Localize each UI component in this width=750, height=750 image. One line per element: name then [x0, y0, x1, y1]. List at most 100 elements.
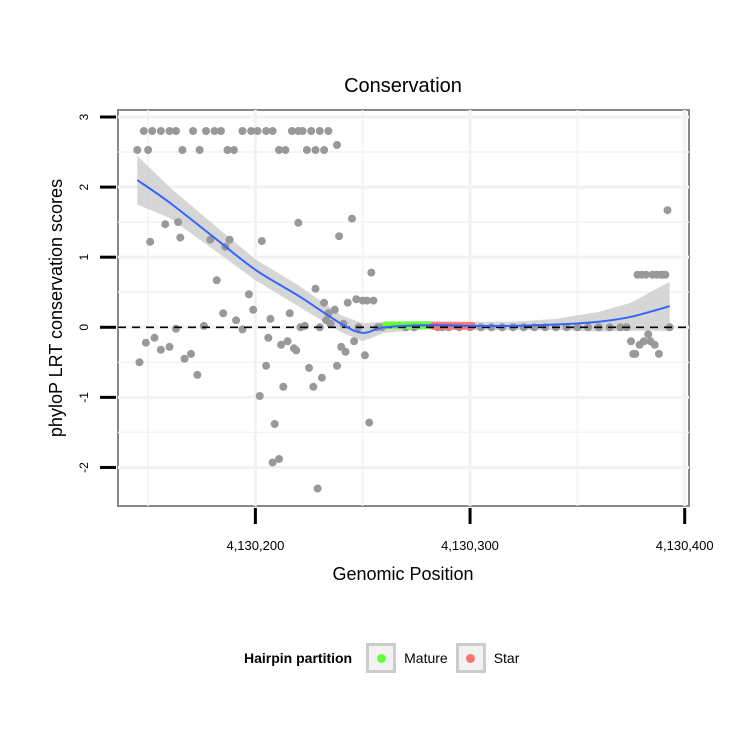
- data-point-unclassified: [144, 146, 153, 154]
- data-point-unclassified: [281, 146, 290, 154]
- data-point-unclassified: [212, 276, 221, 285]
- data-point-unclassified: [315, 127, 324, 135]
- data-point-unclassified: [249, 305, 258, 314]
- data-point-unclassified: [193, 370, 202, 379]
- data-point-unclassified: [348, 214, 356, 223]
- data-point-unclassified: [360, 351, 369, 360]
- axes: -2 -1 0 1 2 3 4,130,200 4,130,300 4,130,400: [77, 113, 714, 553]
- data-point-unclassified: [150, 333, 159, 342]
- data-point-unclassified: [627, 337, 635, 346]
- data-point-unclassified: [324, 127, 333, 135]
- data-point-unclassified: [320, 298, 329, 307]
- data-point-unclassified: [262, 361, 271, 370]
- legend: Hairpin partition Mature Star: [244, 640, 527, 676]
- data-point-unclassified: [232, 316, 241, 325]
- data-point-unclassified: [300, 321, 309, 330]
- data-point-unclassified: [156, 345, 165, 354]
- data-point-unclassified: [654, 349, 663, 358]
- data-point-unclassified: [320, 146, 329, 154]
- data-point-unclassified: [363, 296, 371, 305]
- legend-key-mature: [366, 643, 397, 673]
- data-point-unclassified: [277, 340, 286, 349]
- data-point-unclassified: [302, 146, 311, 154]
- smooth-ribbon-layer: [137, 155, 670, 342]
- data-point-unclassified: [367, 268, 376, 277]
- data-point-unclassified: [172, 324, 180, 333]
- data-point-unclassified: [326, 319, 335, 328]
- data-point-unclassified: [174, 218, 183, 227]
- data-point-unclassified: [330, 305, 339, 314]
- y-tick-label: -2: [77, 462, 91, 473]
- data-point-unclassified: [219, 309, 228, 318]
- data-point-unclassified: [309, 382, 318, 391]
- data-point-unclassified: [268, 458, 277, 467]
- data-point-unclassified: [187, 349, 195, 358]
- data-point-unclassified: [148, 127, 157, 135]
- smooth-line-layer: [118, 179, 689, 334]
- data-point-unclassified: [311, 146, 320, 154]
- data-point-unclassified: [135, 358, 144, 367]
- data-point-unclassified: [650, 340, 659, 349]
- x-tick-label: 4,130,300: [441, 538, 499, 553]
- data-point-unclassified: [257, 237, 266, 246]
- data-point-unclassified: [178, 146, 187, 154]
- x-axis-label: Genomic Position: [332, 564, 473, 584]
- data-point-unclassified: [199, 321, 208, 330]
- data-point-unclassified: [176, 233, 185, 242]
- data-point-unclassified: [341, 347, 350, 356]
- data-point-unclassified: [298, 127, 307, 135]
- data-point-unclassified: [275, 455, 283, 463]
- data-point-unclassified: [307, 127, 316, 135]
- mature-dot-icon: [376, 653, 386, 663]
- data-point-unclassified: [369, 296, 378, 305]
- data-point-unclassified: [285, 309, 294, 318]
- star-dot-icon: [466, 653, 476, 663]
- data-point-unclassified: [189, 127, 198, 135]
- data-point-unclassified: [217, 127, 225, 135]
- data-point-unclassified: [255, 392, 264, 400]
- data-point-unclassified: [292, 346, 301, 355]
- data-point-unclassified: [247, 127, 256, 135]
- data-point-unclassified: [275, 146, 283, 154]
- data-point-unclassified: [352, 295, 361, 304]
- data-point-unclassified: [663, 206, 672, 215]
- data-point-unclassified: [266, 314, 275, 323]
- smooth-ribbon: [137, 155, 670, 342]
- legend-key-star: [455, 643, 486, 673]
- data-point-unclassified: [262, 127, 271, 135]
- data-point-unclassified: [244, 290, 253, 299]
- data-point-unclassified: [631, 349, 640, 358]
- data-point-unclassified: [333, 361, 341, 370]
- data-point-unclassified: [133, 146, 142, 154]
- data-point-unclassified: [161, 220, 170, 229]
- data-point-unclassified: [333, 141, 341, 149]
- data-point-unclassified: [165, 342, 174, 351]
- data-point-unclassified: [313, 484, 322, 493]
- data-point-unclassified: [202, 127, 210, 135]
- data-point-unclassified: [644, 330, 653, 339]
- data-point-unclassified: [270, 420, 279, 428]
- data-point-unclassified: [283, 337, 292, 346]
- data-point-unclassified: [616, 323, 625, 332]
- data-point-unclassified: [584, 323, 593, 332]
- data-point-unclassified: [225, 235, 234, 244]
- data-point-unclassified: [180, 354, 189, 363]
- data-point-unclassified: [294, 218, 303, 227]
- chart-title: Conservation: [344, 75, 462, 97]
- data-point-unclassified: [264, 333, 273, 342]
- data-point-unclassified: [223, 146, 232, 154]
- data-point-unclassified: [343, 298, 352, 307]
- data-point-unclassified: [279, 382, 288, 391]
- data-point-unclassified: [146, 237, 155, 246]
- data-point-unclassified: [317, 373, 326, 382]
- legend-title: Hairpin partition: [244, 650, 353, 666]
- data-point-unclassified: [335, 232, 344, 241]
- data-point-unclassified: [661, 270, 670, 279]
- data-point-unclassified: [195, 146, 204, 154]
- data-point-unclassified: [238, 127, 247, 135]
- y-tick-label: -1: [77, 392, 91, 403]
- smooth-line: [136, 179, 670, 334]
- data-point-unclassified: [206, 235, 215, 244]
- data-point-unclassified: [172, 127, 180, 135]
